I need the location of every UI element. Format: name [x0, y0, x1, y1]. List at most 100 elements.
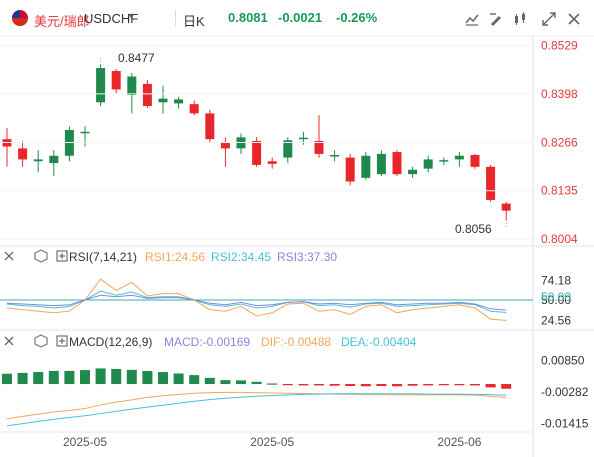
close-icon	[4, 251, 14, 261]
draw-tools-icon[interactable]	[488, 11, 504, 27]
candle	[33, 150, 43, 173]
candle	[361, 152, 371, 180]
candle	[158, 85, 168, 114]
candle-body	[33, 159, 43, 162]
price-change-percent: -0.26%	[336, 10, 378, 25]
candle-body	[408, 169, 418, 175]
candle-body	[158, 98, 168, 103]
close-icon[interactable]	[566, 11, 582, 27]
candle	[439, 157, 449, 165]
macd-bar	[454, 384, 465, 386]
candle-body	[361, 155, 371, 178]
expand-icon[interactable]	[541, 11, 557, 27]
date-tick-label: 2025-05	[63, 435, 107, 449]
time-axis: 2025-05 2025-05 2025-06	[63, 435, 482, 449]
flag-icon	[12, 10, 28, 26]
candle-body	[376, 153, 386, 175]
rsi-header: RSI(7,14,21) RSI1:24.56 RSI2:34.45 RSI3:…	[4, 249, 337, 264]
rsi1-line	[6, 278, 507, 321]
rsi2-line	[6, 290, 507, 313]
candle	[267, 157, 277, 169]
candle-body	[18, 148, 28, 160]
candle	[174, 96, 184, 109]
timeframe-selector[interactable]: 日K	[183, 14, 205, 29]
macd-tick-label: 0.00850	[541, 353, 585, 367]
high-annotation: 0.8477	[100, 51, 155, 65]
macd-bar	[314, 384, 324, 386]
indicator-icon[interactable]	[464, 11, 480, 27]
dif-legend: DIF:-0.00488	[261, 335, 331, 349]
price-tick-label: 0.8529	[541, 39, 578, 53]
collapse-icon	[56, 335, 68, 347]
macd-bar	[282, 384, 293, 386]
high-label: 0.8477	[118, 51, 155, 65]
rsi-title: RSI(7,14,21)	[69, 250, 137, 264]
macd-bar	[126, 369, 137, 385]
price-tick-label: 0.8135	[541, 184, 578, 198]
divider	[175, 10, 176, 26]
candle	[408, 166, 418, 178]
macd-title: MACD(12,26,9)	[69, 335, 152, 349]
macd-header: MACD(12,26,9) MACD:-0.00169 DIF:-0.00488…	[4, 334, 417, 349]
candle-body	[439, 160, 449, 162]
candle-body	[283, 140, 293, 158]
macd-bar	[220, 380, 231, 385]
candle	[80, 126, 90, 147]
candle-body	[486, 166, 496, 200]
candle-body	[49, 155, 59, 164]
macd-bar	[298, 384, 309, 386]
macd-bar	[142, 370, 153, 385]
macd-histogram	[2, 368, 512, 389]
candle	[330, 150, 340, 162]
close-icon	[4, 336, 14, 346]
candle	[18, 141, 28, 167]
candle	[252, 137, 262, 167]
candle	[96, 64, 106, 106]
date-tick-label: 2025-05	[250, 435, 294, 449]
rsi-lines	[0, 278, 533, 321]
macd-bar	[48, 370, 59, 385]
price-tick-label: 0.8004	[541, 232, 578, 246]
candle	[127, 72, 137, 114]
symbol-name[interactable]: 美元/瑞郎	[34, 14, 90, 29]
macd-bar	[2, 373, 12, 385]
candle	[2, 128, 12, 167]
macd-tick-label: -0.01415	[541, 416, 589, 430]
chart-type-icon[interactable]	[512, 11, 528, 27]
candle	[345, 153, 355, 186]
candle-body	[267, 161, 277, 164]
macd-tick-label: -0.00282	[541, 385, 589, 399]
candle-body	[96, 68, 106, 103]
macd-bar	[251, 381, 262, 385]
settings-icon	[34, 334, 48, 348]
macd-bar	[392, 384, 402, 387]
candle	[423, 155, 433, 173]
candle	[392, 150, 402, 176]
rsi1-legend: RSI1:24.56	[145, 250, 205, 264]
macd-bar	[501, 384, 512, 389]
macd-legend: MACD:-0.00169	[164, 335, 250, 349]
dea-legend: DEA:-0.00404	[341, 335, 417, 349]
macd-bar	[64, 370, 75, 385]
rsi2-legend: RSI2:34.45	[211, 250, 271, 264]
macd-bar	[236, 380, 246, 385]
candle-body	[501, 203, 511, 211]
macd-bar	[111, 368, 122, 385]
candle-body	[345, 157, 355, 182]
candle	[205, 109, 215, 143]
macd-lines	[6, 391, 507, 427]
rsi-tick-label: 24.56	[541, 313, 571, 327]
collapse-icon	[56, 250, 68, 262]
macd-bar	[345, 384, 356, 386]
candle-body	[205, 113, 215, 140]
settings-icon	[34, 249, 48, 263]
date-tick-label: 2025-06	[437, 435, 481, 449]
ticker-code[interactable]: USDCHF	[84, 11, 139, 26]
macd-bar	[470, 384, 480, 386]
rsi-tick-label: 50.00	[541, 293, 571, 307]
chevron-down-icon[interactable]: ▼	[127, 11, 136, 21]
candle	[501, 201, 511, 220]
candle	[220, 137, 230, 167]
macd-bar	[360, 384, 371, 387]
candle	[283, 137, 293, 164]
